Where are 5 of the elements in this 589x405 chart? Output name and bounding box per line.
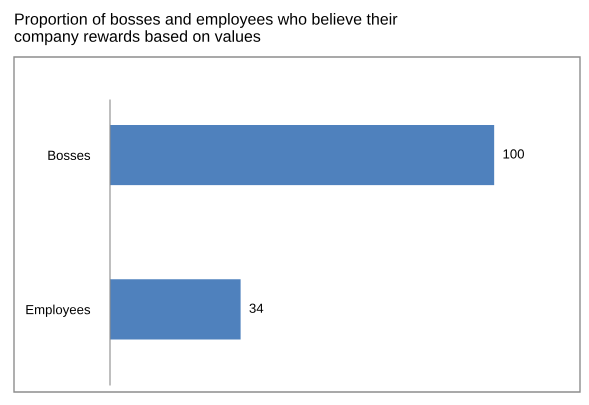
y-tick-label: Employees — [26, 304, 90, 317]
y-tick-label: Bosses — [48, 150, 90, 160]
data-label: 34 — [249, 304, 264, 313]
chart-title: Proportion of bosses and employees who believe their company rewards based on values — [14, 13, 398, 46]
data-label: 100 — [504, 149, 524, 159]
